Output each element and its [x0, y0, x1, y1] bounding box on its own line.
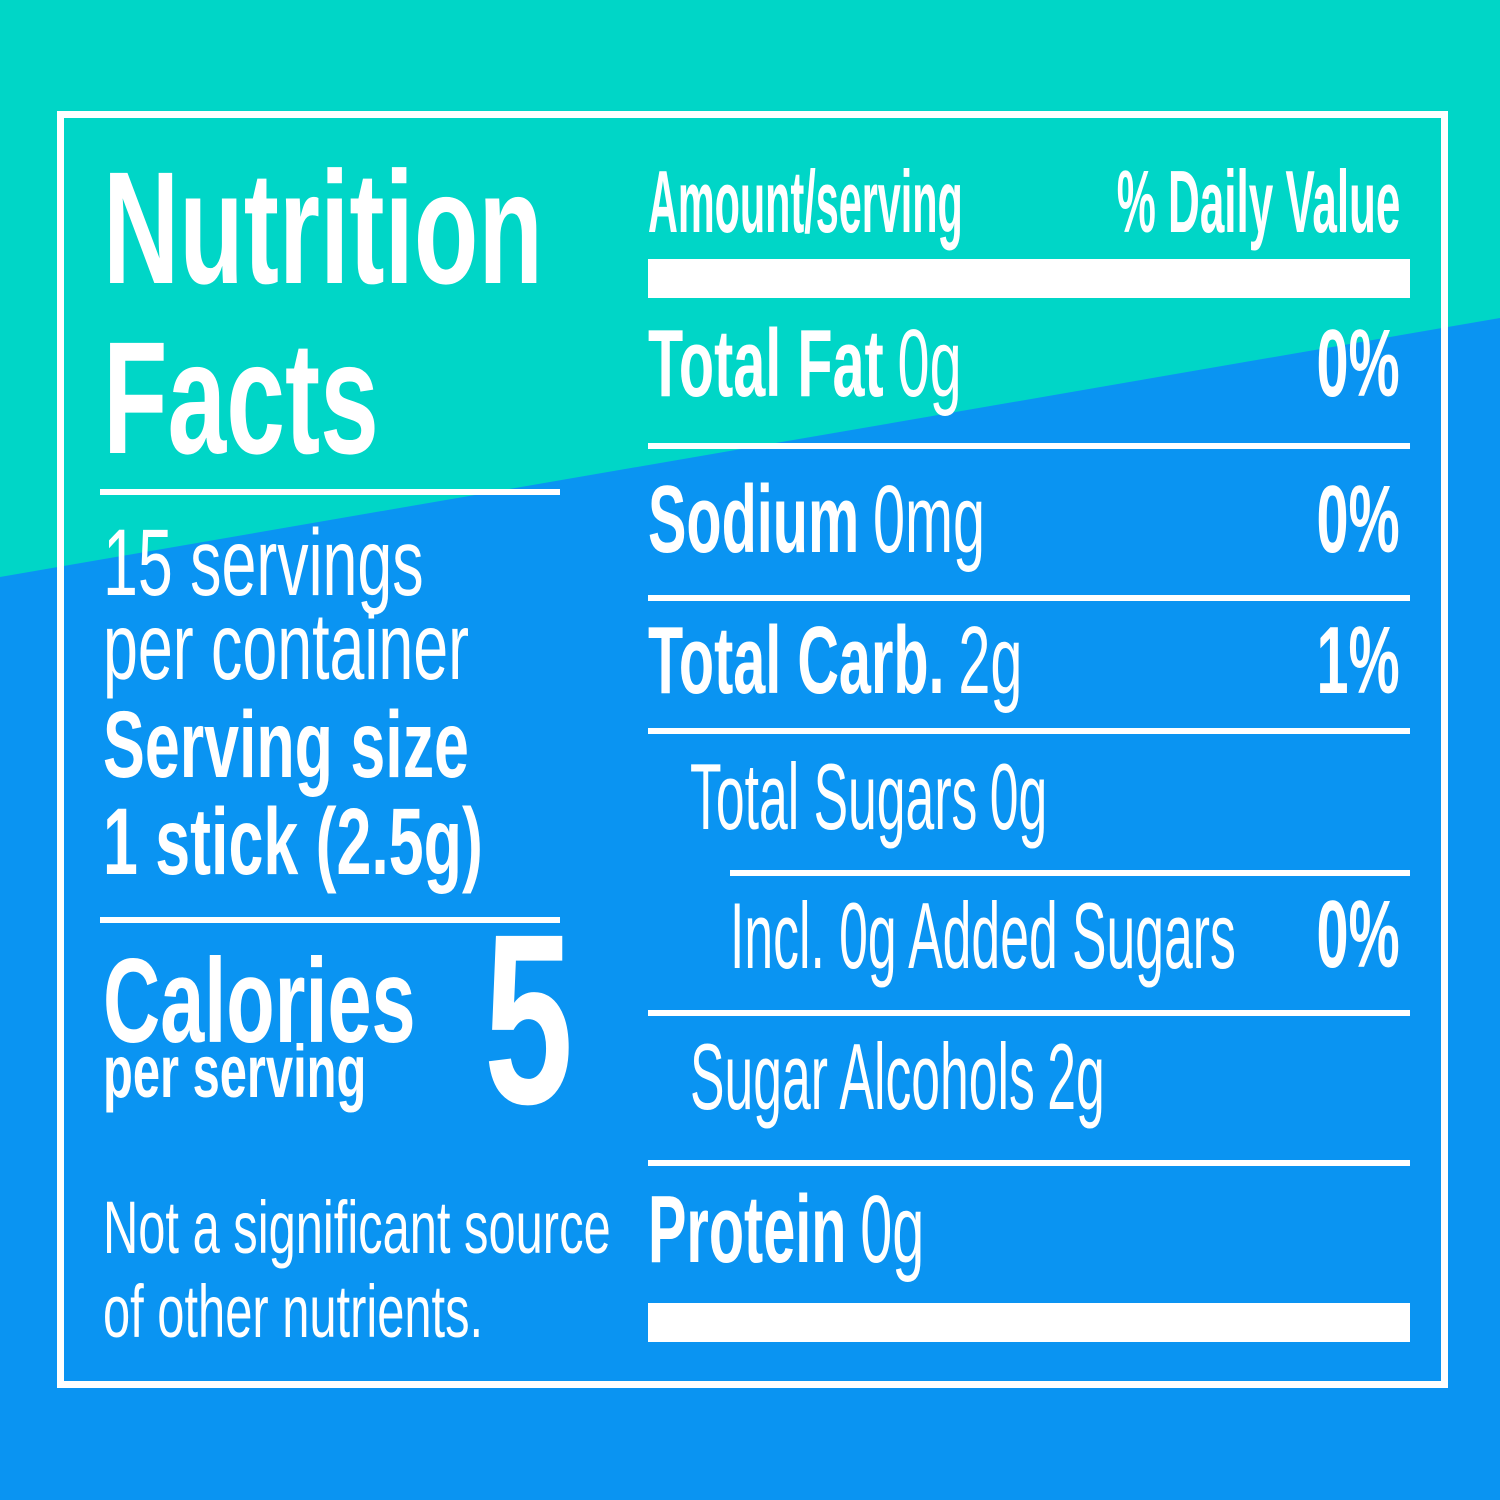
footnote-line-2: of other nutrients.	[103, 1270, 484, 1353]
row-total-fat: Total Fat 0g	[648, 310, 962, 417]
divider	[648, 443, 1410, 449]
column-header-daily-value: % Daily Value	[1116, 152, 1400, 251]
row-total-carb: Total Carb. 2g	[648, 607, 1023, 714]
title-line-2: Facts	[103, 308, 379, 487]
calories-label: Calories	[103, 934, 416, 1068]
daily-value-total-carb: 1%	[1316, 607, 1400, 714]
footnote-line-1: Not a significant source	[103, 1186, 611, 1269]
label-border-frame	[57, 111, 1448, 1388]
column-header-amount: Amount/serving	[648, 152, 963, 251]
row-sugar-alcohols: Sugar Alcohols 2g	[690, 1024, 1105, 1129]
divider	[648, 728, 1410, 734]
divider	[648, 1160, 1410, 1166]
divider	[648, 1010, 1410, 1016]
title-line-1: Nutrition	[103, 138, 543, 317]
divider	[648, 595, 1410, 601]
serving-size-value: 1 stick (2.5g)	[103, 789, 483, 895]
divider-under-serving-size	[100, 917, 560, 923]
row-added-sugars: Incl. 0g Added Sugars	[730, 883, 1236, 988]
thick-bar-top	[648, 259, 1410, 298]
divider-indented	[730, 870, 1410, 876]
thick-bar-bottom	[648, 1303, 1410, 1342]
nutrient-table: Amount/serving % Daily Value Total Fat 0g…	[648, 0, 1410, 1500]
divider-under-title	[100, 489, 560, 495]
daily-value-sodium: 0%	[1316, 466, 1400, 573]
serving-size-label: Serving size	[103, 692, 469, 798]
row-total-sugars: Total Sugars 0g	[690, 744, 1048, 849]
row-protein: Protein 0g	[648, 1176, 925, 1283]
daily-value-added-sugars: 0%	[1316, 881, 1400, 988]
daily-value-total-fat: 0%	[1316, 310, 1400, 417]
servings-per-container: per container	[103, 594, 469, 700]
calories-value: 5	[483, 884, 573, 1155]
row-sodium: Sodium 0mg	[648, 466, 986, 573]
calories-per-serving-label: per serving	[103, 1030, 367, 1113]
servings-count: 15 servings	[103, 510, 424, 616]
